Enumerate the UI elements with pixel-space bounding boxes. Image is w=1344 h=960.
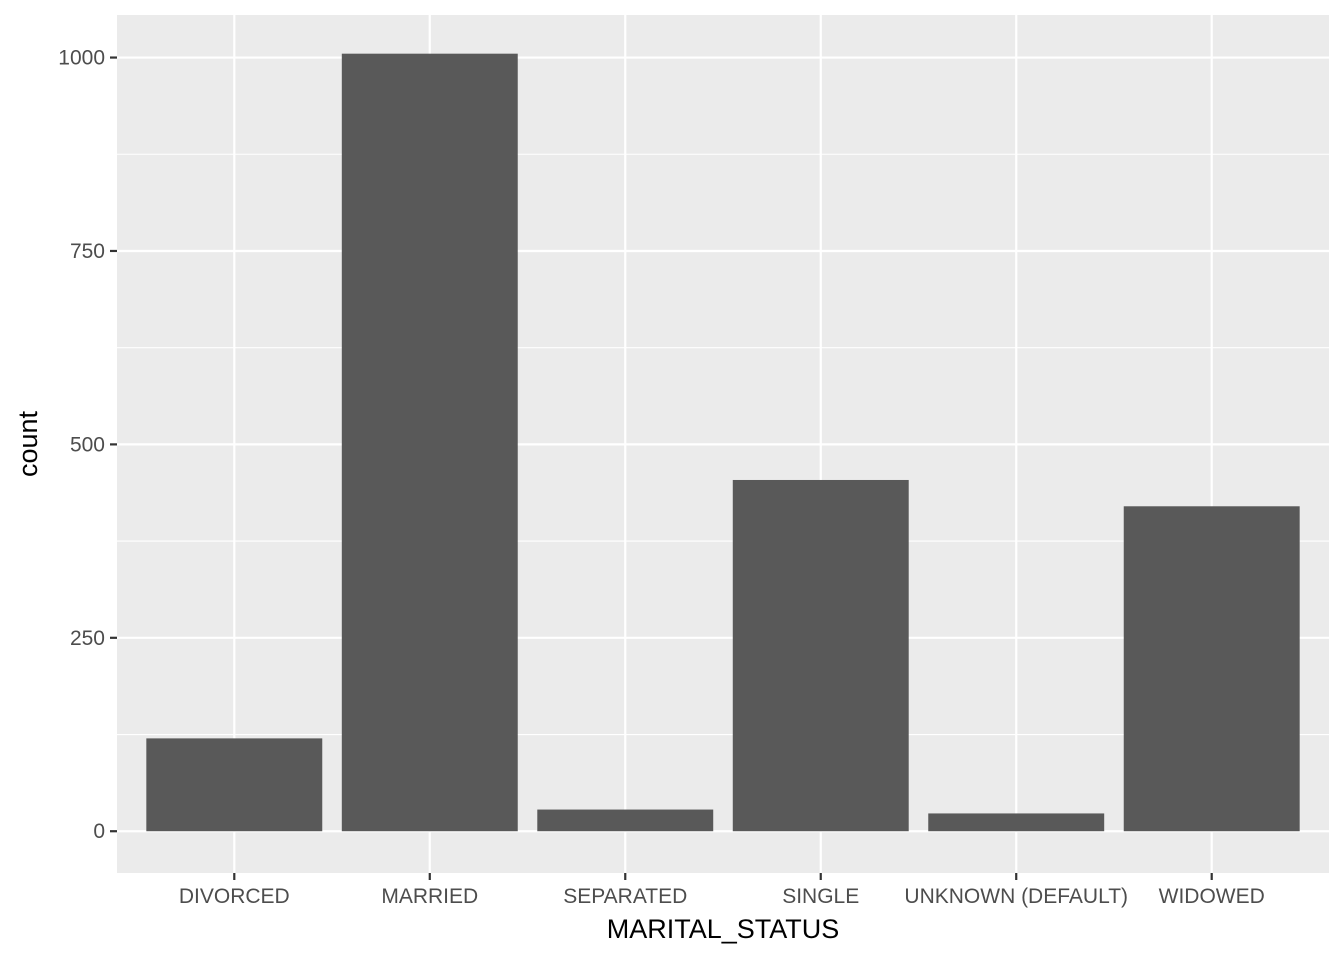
x-tick-label: SEPARATED [563, 885, 687, 908]
y-tick-label: 0 [93, 820, 105, 843]
bar-separated [537, 809, 714, 832]
x-tick-label: DIVORCED [179, 885, 290, 908]
bars [146, 53, 1300, 832]
bar-widowed [1123, 506, 1300, 832]
x-tick-label: MARRIED [381, 885, 478, 908]
y-tick-label: 250 [70, 627, 105, 650]
bar-married [341, 53, 518, 832]
x-tick-label: WIDOWED [1159, 885, 1265, 908]
bar-single [732, 479, 909, 832]
x-tick-label: SINGLE [782, 885, 859, 908]
x-axis-title: MARITAL_STATUS [607, 914, 840, 944]
y-axis: 0 250 500 750 1000 [58, 47, 117, 843]
bar-divorced [146, 738, 323, 832]
bar-unknown-default [928, 813, 1105, 832]
x-axis: DIVORCED MARRIED SEPARATED SINGLE UNKNOWN (D… [179, 873, 1265, 908]
y-tick-label: 750 [70, 240, 105, 263]
y-tick-label: 1000 [58, 47, 105, 70]
y-tick-label: 500 [70, 433, 105, 456]
x-tick-label: UNKNOWN (DEFAULT) [904, 885, 1128, 908]
y-axis-title: count [13, 410, 43, 477]
